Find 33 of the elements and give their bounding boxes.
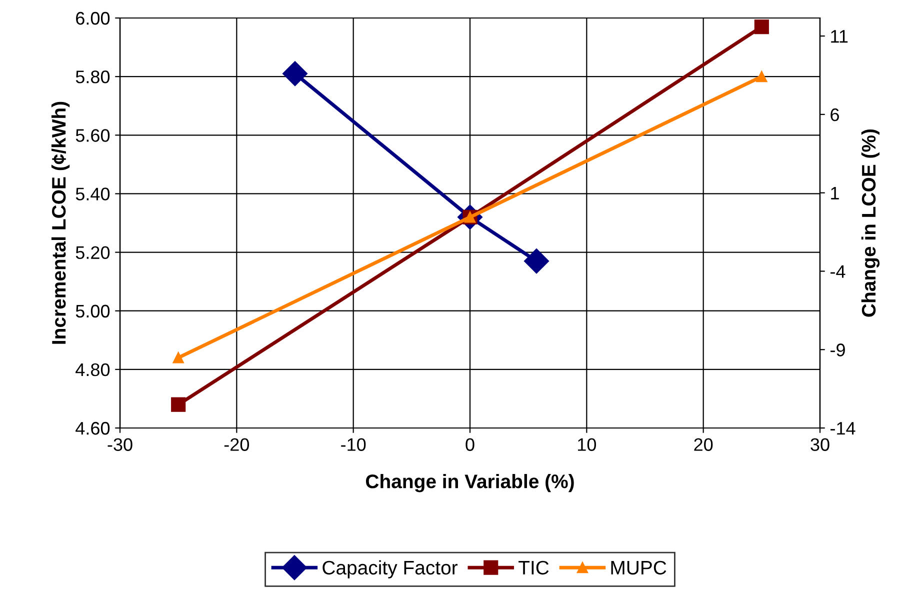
y2-tick-label: -9 <box>830 344 845 356</box>
y2-tick-label: 6 <box>830 108 839 122</box>
point <box>172 352 184 364</box>
x-tick-label: 0 <box>466 438 474 451</box>
y2-axis-title: Change in LCOE (%) <box>861 129 880 317</box>
x-tick-label: 10 <box>578 438 596 451</box>
legend-label: Capacity Factor <box>322 560 458 578</box>
legend-label: TIC <box>518 560 549 575</box>
y-tick-label: 5.40 <box>76 188 110 200</box>
point <box>756 71 768 82</box>
y-tick-label: 5.00 <box>76 304 110 318</box>
y2-tick-label: -14 <box>830 422 856 435</box>
x-tick-label: 20 <box>694 438 713 451</box>
x-axis-title: Change in Variable (%) <box>366 474 574 492</box>
y-tick-label: 5.80 <box>76 70 110 84</box>
x-tick-label: 30 <box>810 438 830 451</box>
y-axis-title: Incremental LCOE (¢/kWh) <box>51 102 70 344</box>
y2-tick-label: 11 <box>831 30 848 43</box>
y-tick-label: 5.60 <box>76 129 110 142</box>
y-tick-label: 4.60 <box>76 422 110 435</box>
y2-tick-label: 1 <box>831 186 839 200</box>
point <box>524 248 549 274</box>
point <box>282 61 308 86</box>
y-tick-label: 4.80 <box>76 363 110 376</box>
point <box>754 19 769 34</box>
point <box>171 397 186 412</box>
x-tick-label: -20 <box>224 438 250 451</box>
x-tick-label: -30 <box>108 438 132 451</box>
legend-label: MUPC <box>611 560 666 575</box>
x-tick-label: -10 <box>341 438 366 451</box>
y-tick-label: 6.00 <box>76 12 110 25</box>
y2-tick-label: -4 <box>830 265 846 278</box>
y-tick-label: 5.20 <box>76 246 110 260</box>
